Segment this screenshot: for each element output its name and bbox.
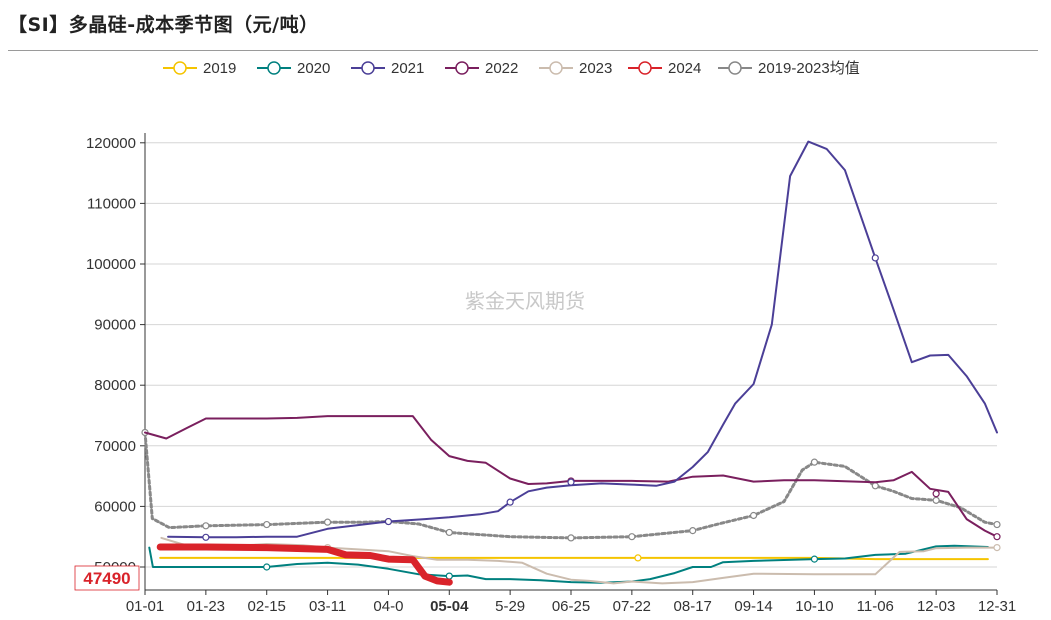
current-value-box	[74, 565, 140, 591]
watermark: 紫金天风期货	[465, 289, 585, 313]
x-tick-label: 12-31	[978, 598, 1016, 615]
series-line-2024	[156, 543, 453, 586]
series-group	[141, 140, 1001, 586]
series-point-2019-2023均值-1	[202, 522, 210, 530]
x-tick-label: 07-22	[613, 598, 651, 615]
series-line-2021	[167, 140, 998, 539]
x-tick-label: 01-01	[126, 598, 164, 615]
series-point-2019-2023均值-2	[263, 520, 271, 529]
series-point-2022-2	[993, 533, 1001, 541]
series-point-2019-2023均值-13	[993, 520, 1001, 529]
x-tick-label: 03-11	[309, 598, 346, 615]
legend-marker-2019	[173, 61, 187, 75]
y-tick-label: 60000	[94, 498, 136, 515]
legend-label: 2024	[668, 60, 701, 77]
x-tick-label: 01-23	[187, 598, 225, 615]
series-point-2019-2023均值-10	[810, 458, 819, 466]
legend-label: 2021	[391, 60, 424, 77]
x-tick-label: 10-10	[795, 598, 833, 615]
x-tick-label: 05-04	[430, 598, 469, 615]
series-line-2019	[159, 556, 989, 561]
legend-label: 2022	[485, 60, 518, 77]
series-point-2021-0	[202, 533, 210, 541]
x-tick-label: 12-03	[917, 598, 955, 615]
y-tick-label: 70000	[94, 438, 136, 455]
x-tick-label: 02-15	[248, 598, 286, 615]
series-point-2019-2023均值-12	[932, 496, 940, 504]
legend-label: 2019-2023均值	[758, 60, 860, 77]
title-divider	[8, 50, 1038, 51]
legend: 2019 2020 2021 2022 2023 2024 2019-2023均值	[163, 60, 860, 77]
series-line-2020	[148, 544, 989, 584]
series-point-2019-2023均值-5	[445, 528, 453, 537]
x-tick-label: 5-29	[495, 598, 525, 615]
legend-marker-2022	[455, 61, 469, 75]
series-point-2020-0	[263, 563, 271, 571]
series-point-2019-2023均值-6	[567, 534, 575, 542]
legend-marker-2023	[549, 61, 563, 75]
y-tick-label: 90000	[94, 317, 136, 334]
series-point-2019-2023均值-11	[871, 482, 879, 490]
y-tick-label: 120000	[86, 135, 136, 152]
x-tick-label: 09-14	[734, 598, 772, 615]
legend-label: 2023	[579, 60, 612, 77]
legend-marker-2024	[638, 61, 652, 75]
series-point-2021-3	[567, 478, 575, 486]
series-point-2023-1	[993, 544, 1001, 552]
series-point-2019-0	[634, 554, 642, 562]
legend-label: 2019	[203, 60, 236, 77]
series-point-2019-2023均值-7	[628, 533, 636, 541]
y-tick-label: 80000	[94, 377, 136, 394]
series-point-2022-1	[932, 490, 940, 498]
series-line-2022	[144, 415, 998, 538]
series-point-2019-2023均值-9	[749, 511, 758, 520]
y-tick-label: 110000	[87, 195, 136, 212]
series-point-2019-2023均值-3	[323, 518, 332, 526]
chart-title: 【SI】多晶硅-成本季节图（元/吨）	[8, 14, 319, 36]
legend-marker-2019-2023均值	[728, 61, 742, 75]
series-point-2019-2023均值-8	[689, 527, 697, 535]
current-value-label: 47490	[83, 569, 130, 588]
grid	[145, 142, 997, 568]
series-point-2021-4	[871, 254, 879, 262]
series-point-2021-1	[384, 517, 393, 526]
series-point-2021-2	[506, 498, 514, 506]
series-point-2020-1	[445, 572, 453, 580]
series-point-2020-2	[810, 555, 819, 563]
legend-marker-2020	[267, 61, 281, 75]
x-tick-label: 08-17	[674, 598, 712, 615]
y-tick-label: 100000	[86, 256, 136, 273]
axes: 5000060000700008000090000100000110000120…	[86, 133, 1016, 615]
value-labels: 47490	[74, 565, 140, 591]
x-tick-label: 04-0	[373, 598, 403, 615]
x-tick-label: 06-25	[552, 598, 590, 615]
legend-label: 2020	[297, 60, 330, 77]
legend-marker-2021	[361, 61, 375, 75]
x-tick-label: 11-06	[857, 598, 894, 615]
